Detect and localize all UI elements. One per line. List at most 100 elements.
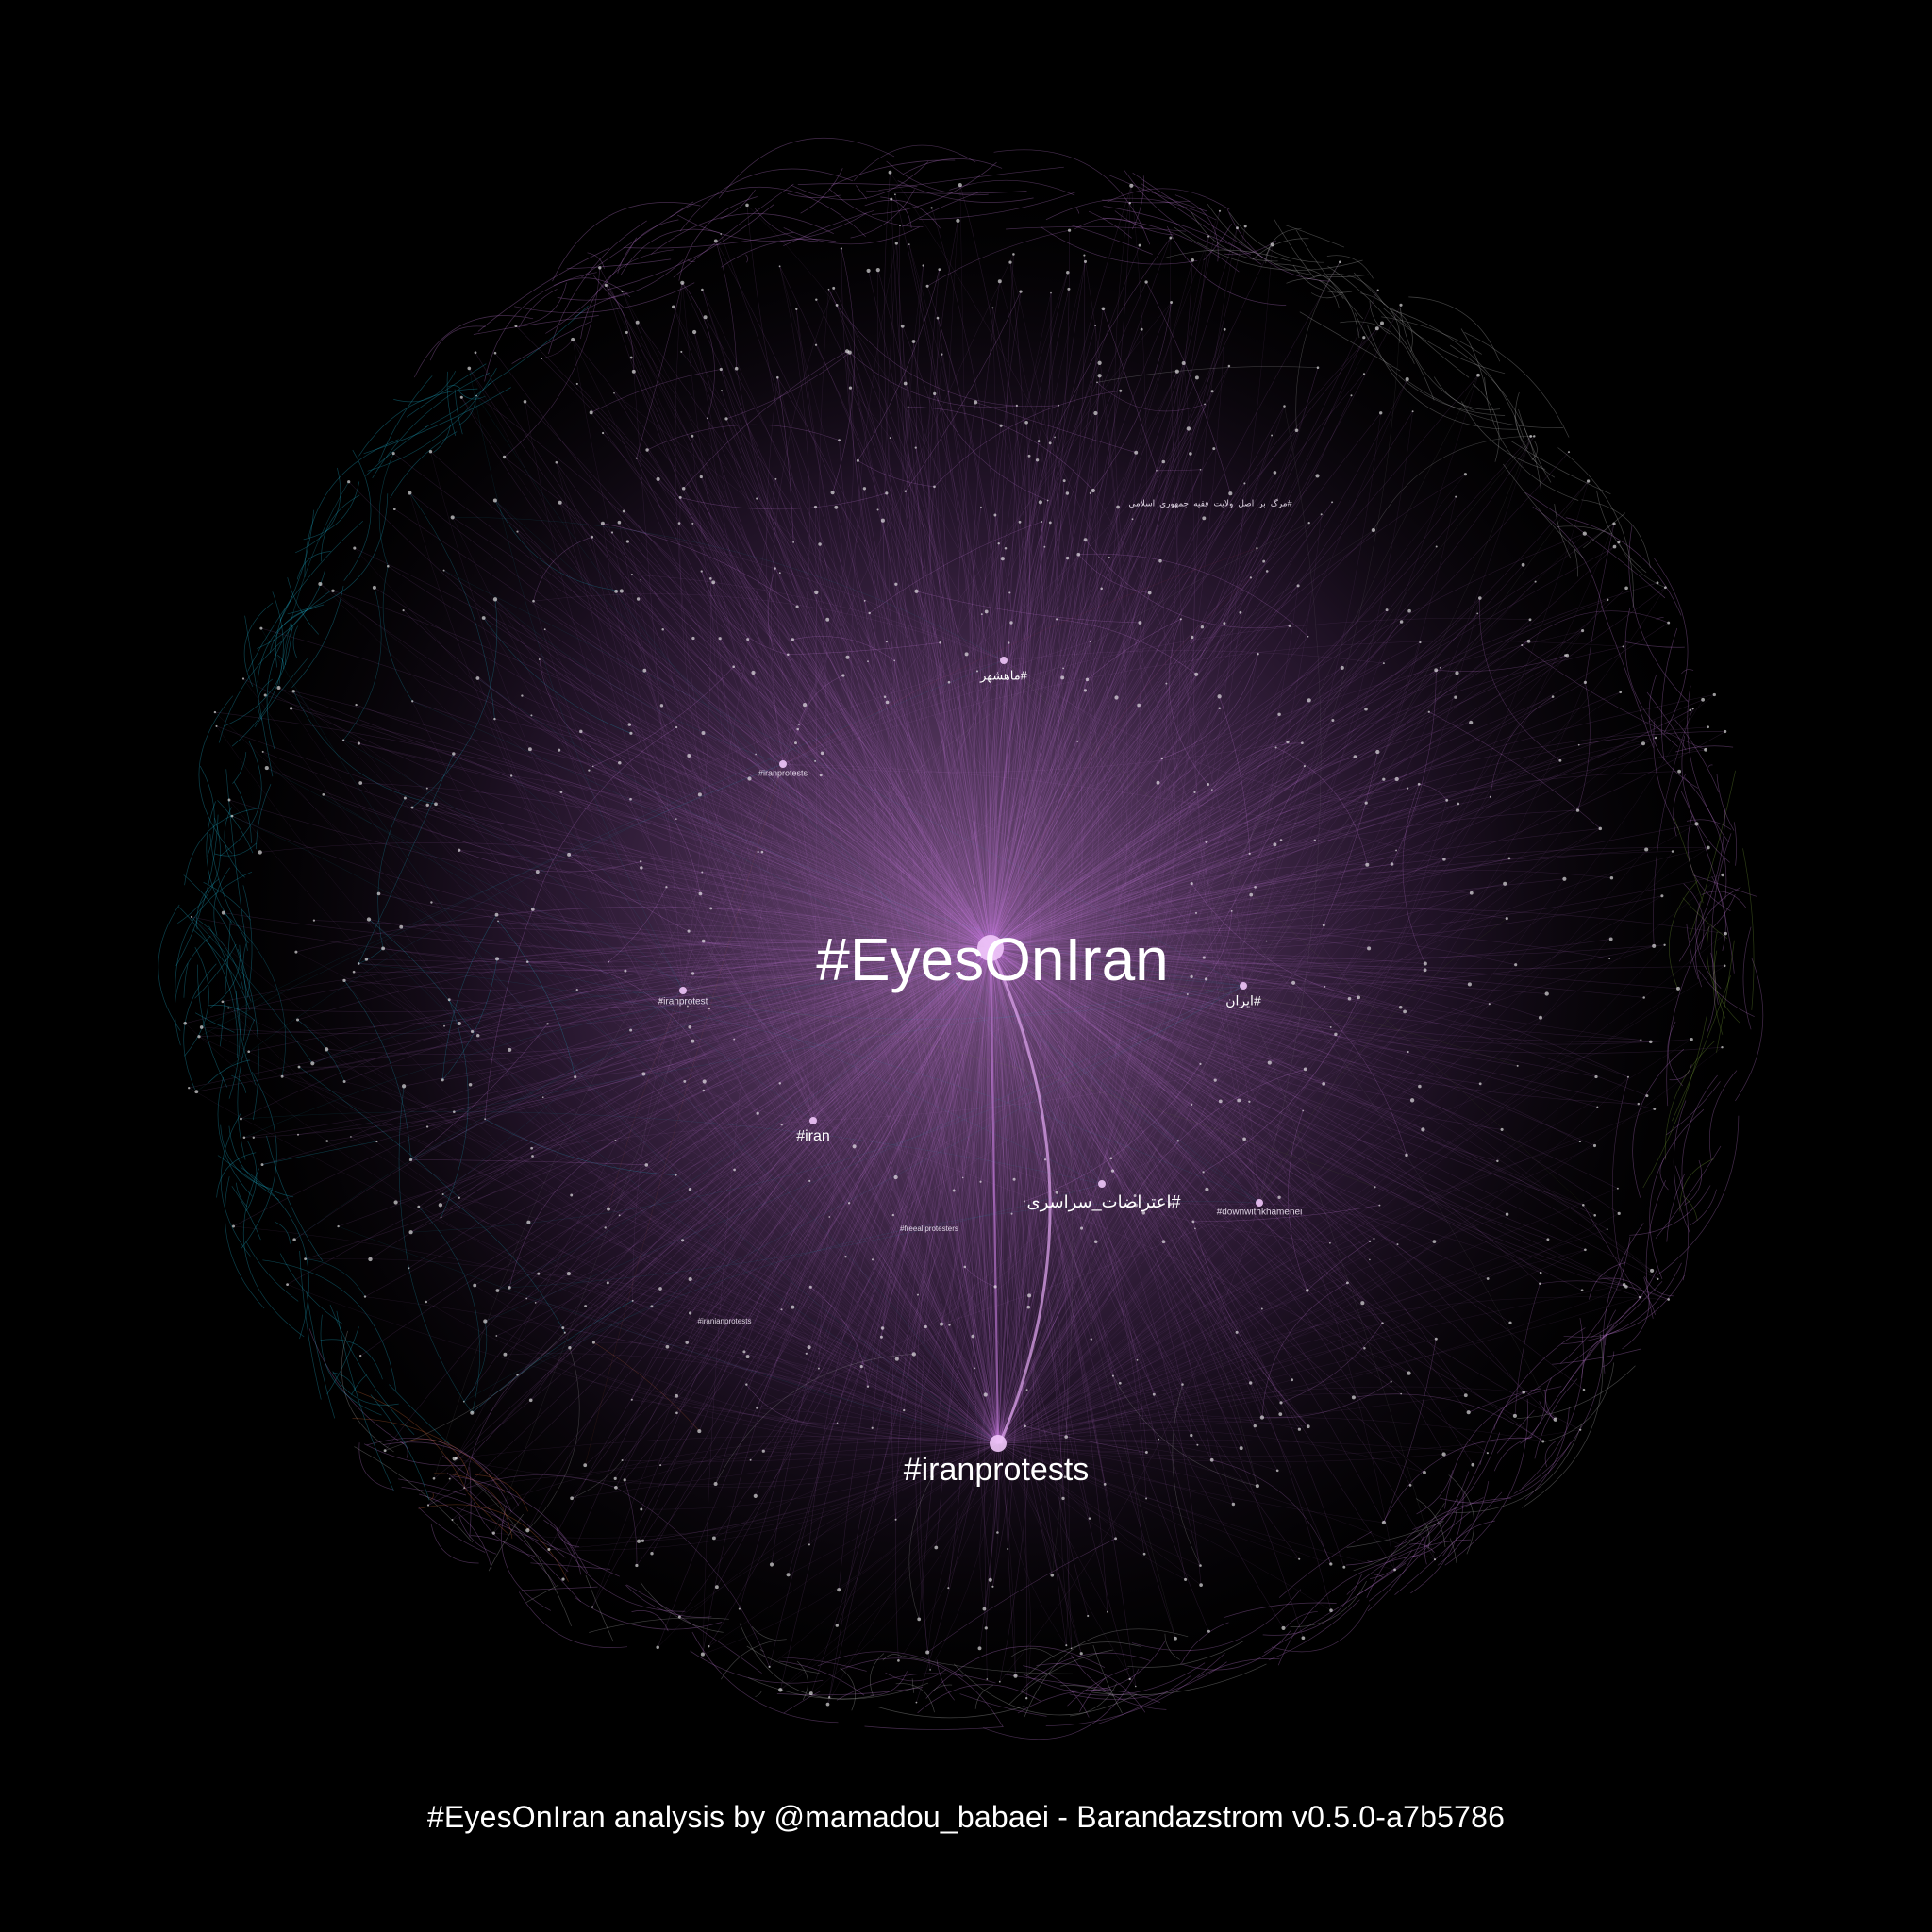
node: [1399, 620, 1404, 624]
node: [475, 676, 480, 680]
edge: [675, 726, 999, 1444]
edge: [533, 600, 991, 949]
node: [1581, 1203, 1585, 1207]
edge: [949, 1324, 999, 1444]
node: [795, 605, 799, 608]
edge: [990, 254, 1014, 949]
edge: [983, 947, 991, 1680]
edge: [458, 947, 991, 1198]
edge: [997, 1442, 1053, 1575]
edge: [783, 1690, 821, 1714]
edge: [1673, 774, 1686, 837]
node: [936, 316, 940, 320]
edge: [828, 289, 991, 949]
edge: [1057, 619, 1197, 675]
edge: [990, 362, 1184, 949]
edge: [631, 574, 1005, 661]
edge: [602, 523, 999, 1444]
edge: [408, 1268, 473, 1413]
edge: [990, 523, 1615, 949]
edge: [990, 947, 1292, 1380]
node: [574, 1075, 577, 1079]
node: [688, 1188, 692, 1191]
edge: [997, 1442, 1106, 1485]
edge: [434, 1473, 513, 1539]
node: [1174, 1636, 1177, 1641]
edge: [1437, 1481, 1490, 1566]
edge: [990, 784, 1208, 949]
edge: [630, 947, 991, 1031]
node: [1019, 290, 1023, 293]
edge: [989, 947, 1000, 1444]
edge: [990, 947, 1639, 1105]
node: [656, 476, 660, 481]
edge: [990, 722, 1472, 949]
node: [457, 1021, 461, 1026]
edge: [374, 587, 991, 949]
node: [1134, 450, 1139, 455]
edge: [915, 947, 991, 1670]
edge: [1295, 229, 1364, 320]
edge: [1468, 1391, 1524, 1413]
node: [1273, 842, 1277, 847]
node: [459, 395, 463, 399]
edge: [1424, 1518, 1444, 1565]
edge: [812, 502, 1041, 1122]
node: [993, 513, 997, 517]
edge: [994, 514, 1041, 1444]
edge: [496, 1335, 999, 1444]
edge: [990, 947, 1304, 1111]
edge: [812, 529, 1374, 1122]
edge: [218, 641, 282, 743]
edge: [759, 1649, 764, 1653]
edge: [343, 449, 372, 581]
node: [904, 490, 908, 492]
edge: [1127, 1641, 1244, 1668]
edge: [484, 1118, 676, 1175]
edge: [990, 281, 1147, 949]
edge: [997, 1417, 1543, 1444]
edge: [997, 1141, 1580, 1444]
node: [640, 860, 642, 863]
edge: [589, 770, 991, 949]
edge: [682, 970, 1518, 1067]
edge: [990, 947, 1409, 1374]
edge: [1131, 1589, 1302, 1652]
node: [642, 668, 647, 673]
node: [1288, 624, 1291, 627]
edge: [424, 382, 491, 428]
node: [342, 1080, 346, 1083]
node: [1227, 364, 1231, 368]
node: [797, 723, 800, 725]
edge: [326, 1326, 359, 1395]
edge: [236, 1182, 248, 1208]
edge: [1191, 883, 1359, 998]
edge: [990, 947, 1027, 1699]
edge: [517, 531, 999, 1444]
node: [708, 1008, 710, 1010]
node: [1191, 635, 1194, 640]
node: [835, 1624, 839, 1627]
edge: [990, 405, 1018, 949]
edge: [990, 582, 1658, 949]
edge: [1164, 1633, 1180, 1660]
edge: [778, 1660, 865, 1696]
node: [697, 792, 702, 797]
edge: [410, 947, 991, 1233]
node: [876, 508, 879, 511]
edge: [1552, 1348, 1641, 1365]
edge: [990, 726, 1708, 949]
edge: [262, 751, 999, 1444]
edge: [593, 275, 625, 308]
edge: [1003, 659, 1395, 1571]
hub-node-iran-fa: [1240, 982, 1247, 990]
edge: [997, 1051, 1408, 1444]
edge: [997, 696, 1220, 1444]
edge: [1524, 1406, 1570, 1501]
edge: [990, 682, 1586, 949]
edge: [411, 701, 999, 1444]
edge: [625, 947, 991, 979]
edge: [779, 947, 991, 1084]
node: [988, 1577, 992, 1582]
edge: [237, 948, 259, 1121]
